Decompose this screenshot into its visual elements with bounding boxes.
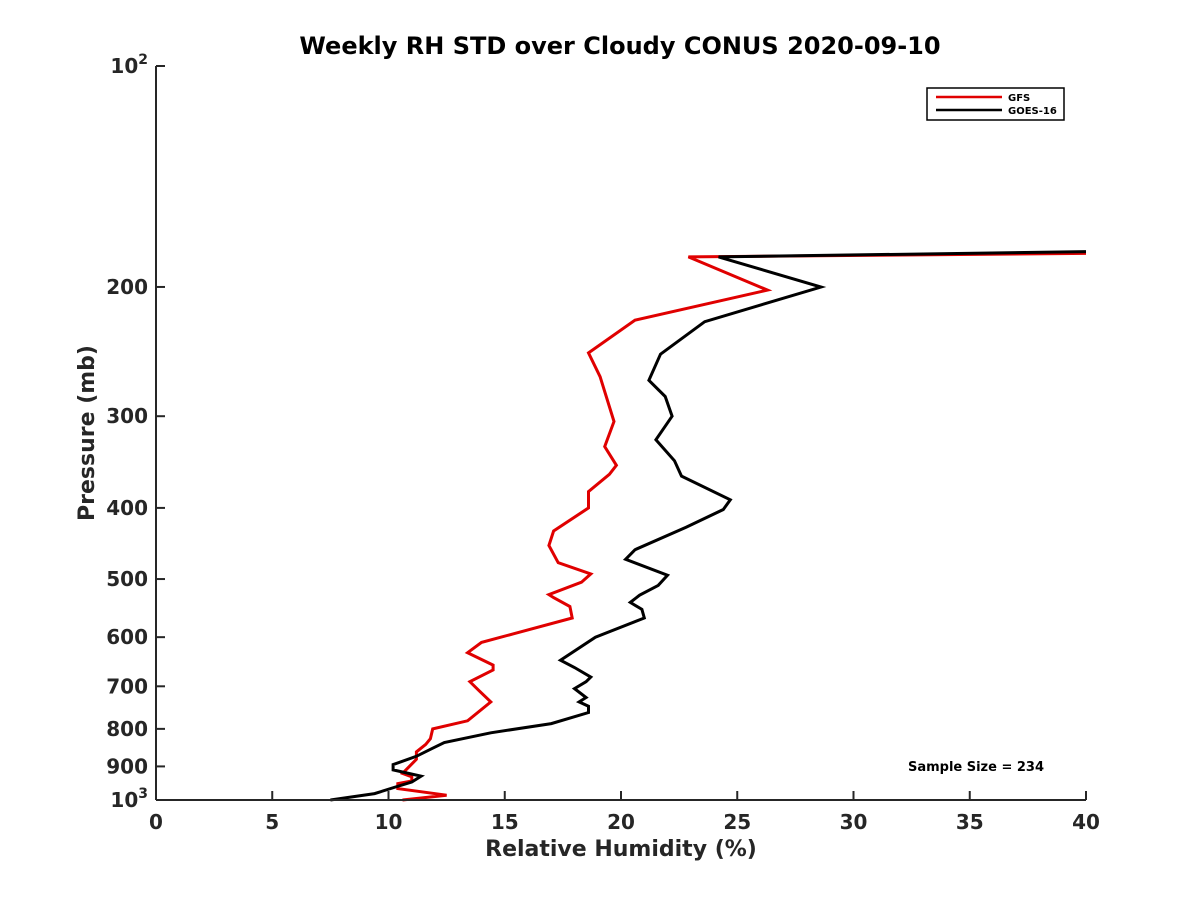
- x-tick-label: 35: [956, 810, 984, 834]
- legend: GFS GOES-16: [926, 87, 1065, 121]
- y-tick-label: 700: [106, 674, 148, 698]
- x-tick-label: 40: [1072, 810, 1100, 834]
- x-tick-label: 20: [607, 810, 635, 834]
- legend-label-goes16: GOES-16: [1008, 106, 1057, 117]
- chart-title: Weekly RH STD over Cloudy CONUS 2020-09-…: [299, 32, 940, 60]
- y-tick-label: 400: [106, 496, 148, 520]
- y-axis-label: Pressure (mb): [75, 345, 100, 521]
- y-tick-label: 900: [106, 754, 148, 778]
- legend-label-gfs: GFS: [1008, 93, 1030, 104]
- x-ticks: 0 5 10 15 20 25 30 35 40: [149, 791, 1100, 834]
- y-tick-label: 800: [106, 717, 148, 741]
- x-axis-label: Relative Humidity (%): [485, 837, 757, 862]
- y-tick-label: 600: [106, 625, 148, 649]
- y-tick-label: 300: [106, 404, 148, 428]
- x-tick-label: 0: [149, 810, 163, 834]
- series-line-gfs: [396, 251, 1087, 802]
- series-layer: [330, 250, 1087, 802]
- series-line-goes16: [330, 250, 1087, 802]
- x-tick-label: 15: [491, 810, 519, 834]
- y-tick-base: 10: [110, 54, 138, 78]
- x-tick-label: 5: [265, 810, 279, 834]
- y-tick-label: 103: [110, 786, 148, 812]
- y-tick-exponent: 3: [138, 786, 148, 802]
- y-tick-label: 500: [106, 567, 148, 591]
- sample-size-annotation: Sample Size = 234: [908, 760, 1044, 775]
- x-tick-label: 30: [840, 810, 868, 834]
- y-tick-base: 10: [110, 788, 138, 812]
- y-tick-label: 102: [110, 52, 148, 78]
- x-tick-label: 10: [375, 810, 403, 834]
- x-tick-label: 25: [723, 810, 751, 834]
- y-tick-exponent: 2: [138, 52, 148, 68]
- axes-layer: [155, 66, 1086, 801]
- legend-box: [926, 87, 1065, 121]
- y-tick-label: 200: [106, 275, 148, 299]
